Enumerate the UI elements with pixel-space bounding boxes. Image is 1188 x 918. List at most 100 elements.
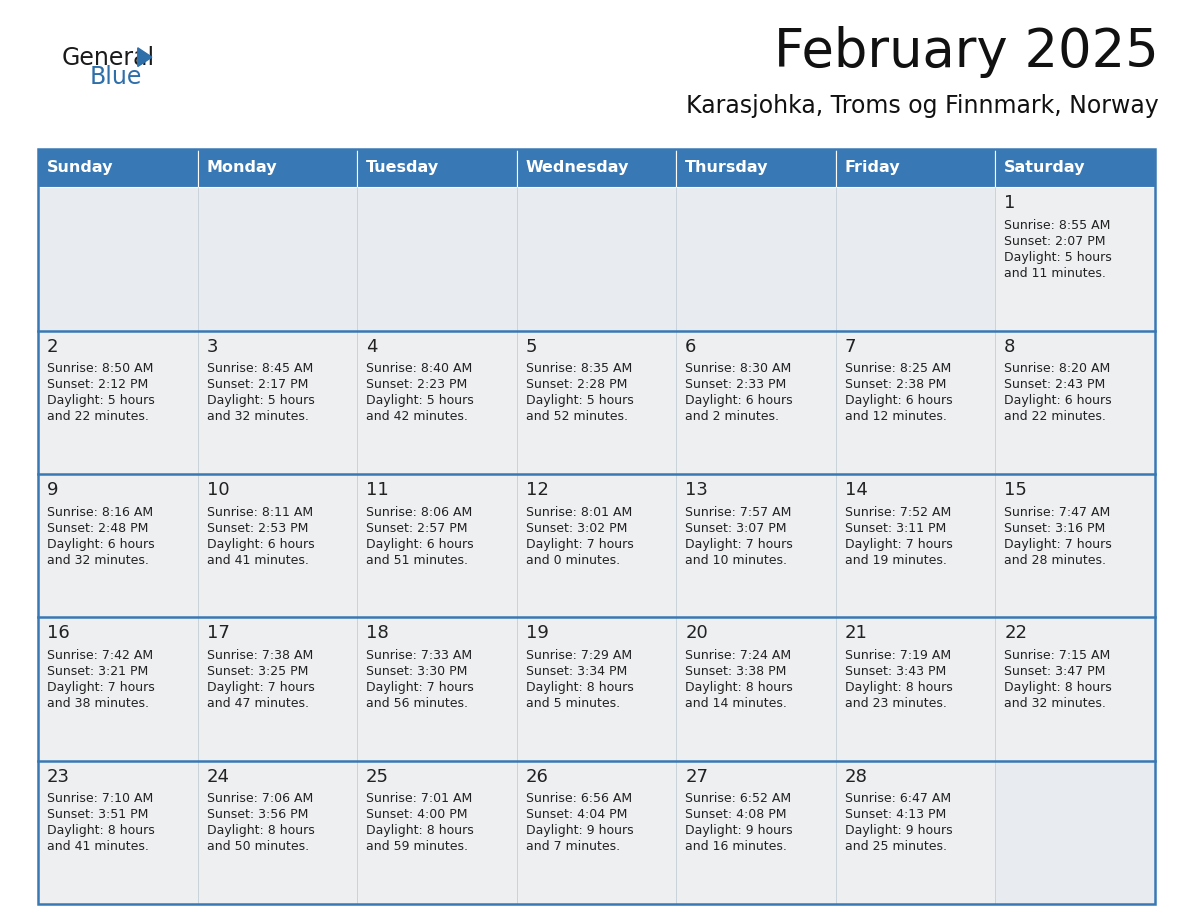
Text: Sunset: 3:47 PM: Sunset: 3:47 PM [1004, 665, 1106, 678]
Text: Daylight: 8 hours: Daylight: 8 hours [685, 681, 792, 694]
Text: and 5 minutes.: and 5 minutes. [525, 697, 620, 710]
Text: Daylight: 9 hours: Daylight: 9 hours [685, 824, 792, 837]
Text: Sunrise: 8:45 AM: Sunrise: 8:45 AM [207, 363, 312, 375]
Text: 9: 9 [48, 481, 58, 499]
Text: Sunrise: 7:01 AM: Sunrise: 7:01 AM [366, 792, 473, 805]
Text: 20: 20 [685, 624, 708, 643]
Text: 10: 10 [207, 481, 229, 499]
Text: Daylight: 6 hours: Daylight: 6 hours [48, 538, 154, 551]
Text: Sunset: 4:13 PM: Sunset: 4:13 PM [845, 809, 946, 822]
Text: Sunrise: 8:35 AM: Sunrise: 8:35 AM [525, 363, 632, 375]
Text: Daylight: 5 hours: Daylight: 5 hours [1004, 251, 1112, 263]
Text: Sunrise: 8:30 AM: Sunrise: 8:30 AM [685, 363, 791, 375]
Text: Sunrise: 6:47 AM: Sunrise: 6:47 AM [845, 792, 950, 805]
Text: Sunrise: 8:16 AM: Sunrise: 8:16 AM [48, 506, 153, 519]
Text: Sunset: 3:43 PM: Sunset: 3:43 PM [845, 665, 946, 678]
Text: 1: 1 [1004, 195, 1016, 212]
Text: and 52 minutes.: and 52 minutes. [525, 410, 627, 423]
Text: and 47 minutes.: and 47 minutes. [207, 697, 309, 710]
Bar [676, 149, 835, 187]
Bar [996, 149, 1155, 187]
Bar [197, 761, 358, 904]
Bar [197, 618, 358, 761]
Text: 7: 7 [845, 338, 857, 355]
Text: and 0 minutes.: and 0 minutes. [525, 554, 620, 566]
Text: Sunset: 3:56 PM: Sunset: 3:56 PM [207, 809, 308, 822]
Text: Sunset: 3:07 PM: Sunset: 3:07 PM [685, 521, 786, 534]
Text: Sunset: 3:02 PM: Sunset: 3:02 PM [525, 521, 627, 534]
Bar [517, 330, 676, 474]
Text: Daylight: 7 hours: Daylight: 7 hours [685, 538, 792, 551]
Text: and 22 minutes.: and 22 minutes. [48, 410, 148, 423]
Bar [835, 761, 996, 904]
Text: Daylight: 6 hours: Daylight: 6 hours [207, 538, 314, 551]
Text: 16: 16 [48, 624, 70, 643]
Bar [358, 149, 517, 187]
Text: 11: 11 [366, 481, 388, 499]
Bar [38, 187, 197, 330]
Bar [358, 330, 517, 474]
Bar [517, 761, 676, 904]
Text: 14: 14 [845, 481, 867, 499]
Text: Sunset: 3:21 PM: Sunset: 3:21 PM [48, 665, 148, 678]
Text: and 56 minutes.: and 56 minutes. [366, 697, 468, 710]
Bar [38, 761, 197, 904]
Bar [517, 149, 676, 187]
Text: 8: 8 [1004, 338, 1016, 355]
Bar [38, 330, 197, 474]
Text: Friday: Friday [845, 161, 901, 175]
Text: and 32 minutes.: and 32 minutes. [1004, 697, 1106, 710]
Text: and 12 minutes.: and 12 minutes. [845, 410, 947, 423]
Text: Blue: Blue [90, 64, 143, 89]
Text: Sunset: 4:00 PM: Sunset: 4:00 PM [366, 809, 468, 822]
Text: Saturday: Saturday [1004, 161, 1086, 175]
Bar [996, 761, 1155, 904]
Bar [835, 618, 996, 761]
Text: Daylight: 9 hours: Daylight: 9 hours [845, 824, 953, 837]
Bar [676, 618, 835, 761]
Bar [197, 187, 358, 330]
Text: Sunset: 2:48 PM: Sunset: 2:48 PM [48, 521, 148, 534]
Text: and 23 minutes.: and 23 minutes. [845, 697, 947, 710]
Bar [197, 149, 358, 187]
Text: Daylight: 6 hours: Daylight: 6 hours [1004, 394, 1112, 408]
Text: Sunrise: 7:29 AM: Sunrise: 7:29 AM [525, 649, 632, 662]
Text: and 7 minutes.: and 7 minutes. [525, 840, 620, 854]
Text: 25: 25 [366, 767, 390, 786]
Text: and 59 minutes.: and 59 minutes. [366, 840, 468, 854]
Text: 19: 19 [525, 624, 549, 643]
Text: 13: 13 [685, 481, 708, 499]
Text: Sunset: 3:30 PM: Sunset: 3:30 PM [366, 665, 467, 678]
Text: Daylight: 8 hours: Daylight: 8 hours [207, 824, 315, 837]
Text: Daylight: 5 hours: Daylight: 5 hours [525, 394, 633, 408]
Text: Thursday: Thursday [685, 161, 769, 175]
Text: Sunrise: 7:10 AM: Sunrise: 7:10 AM [48, 792, 153, 805]
Text: Daylight: 7 hours: Daylight: 7 hours [1004, 538, 1112, 551]
Text: Sunrise: 7:38 AM: Sunrise: 7:38 AM [207, 649, 312, 662]
Text: 6: 6 [685, 338, 696, 355]
Text: Sunrise: 7:42 AM: Sunrise: 7:42 AM [48, 649, 153, 662]
Bar [197, 330, 358, 474]
Text: Karasjohka, Troms og Finnmark, Norway: Karasjohka, Troms og Finnmark, Norway [685, 94, 1158, 118]
Bar [38, 149, 1155, 904]
Text: Sunset: 2:17 PM: Sunset: 2:17 PM [207, 378, 308, 391]
Text: Daylight: 8 hours: Daylight: 8 hours [48, 824, 154, 837]
Bar [38, 618, 197, 761]
Text: 26: 26 [525, 767, 549, 786]
Text: and 32 minutes.: and 32 minutes. [207, 410, 309, 423]
Text: Sunset: 2:28 PM: Sunset: 2:28 PM [525, 378, 627, 391]
Polygon shape [138, 48, 152, 66]
Text: 28: 28 [845, 767, 867, 786]
Text: and 19 minutes.: and 19 minutes. [845, 554, 947, 566]
Text: and 38 minutes.: and 38 minutes. [48, 697, 148, 710]
Bar [197, 474, 358, 618]
Text: Sunrise: 7:15 AM: Sunrise: 7:15 AM [1004, 649, 1111, 662]
Text: and 25 minutes.: and 25 minutes. [845, 840, 947, 854]
Bar [676, 761, 835, 904]
Text: Sunset: 3:16 PM: Sunset: 3:16 PM [1004, 521, 1106, 534]
Text: Daylight: 6 hours: Daylight: 6 hours [685, 394, 792, 408]
Text: 27: 27 [685, 767, 708, 786]
Text: and 28 minutes.: and 28 minutes. [1004, 554, 1106, 566]
Text: and 16 minutes.: and 16 minutes. [685, 840, 786, 854]
Bar [835, 149, 996, 187]
